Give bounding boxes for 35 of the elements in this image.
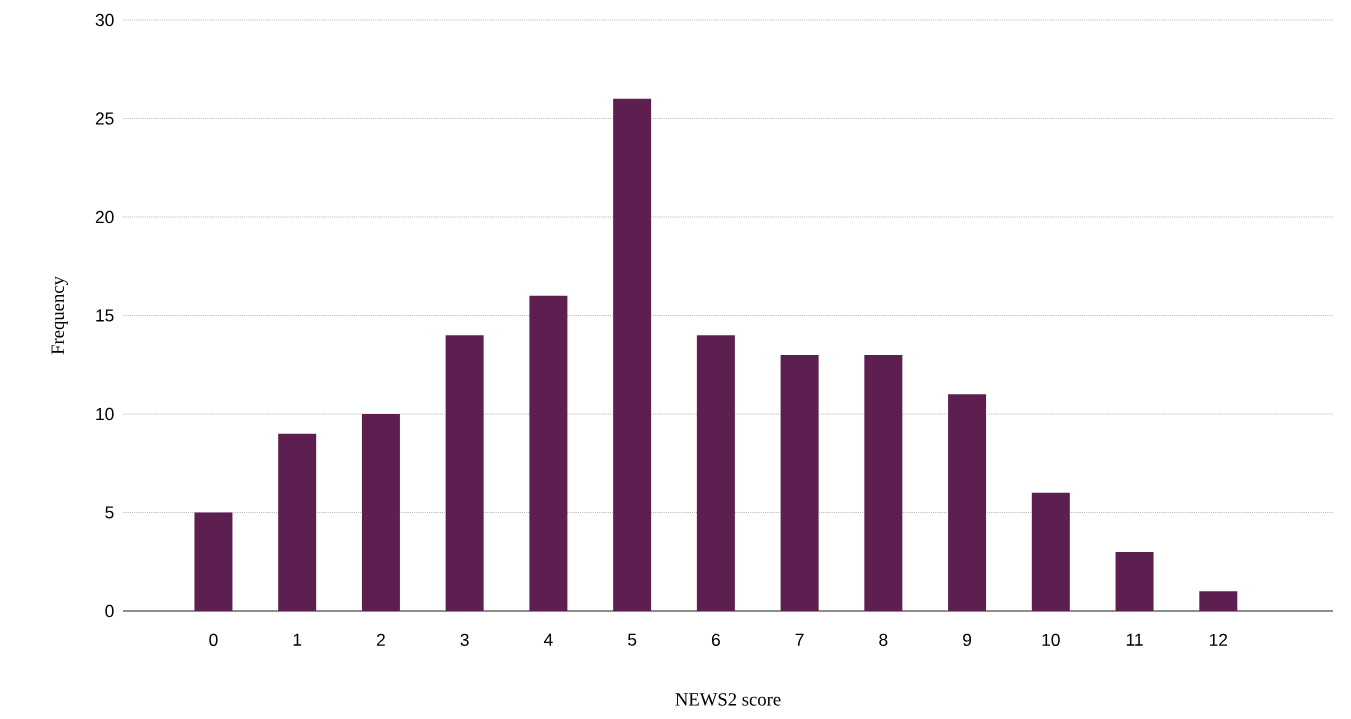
y-axis-title: Frequency — [51, 276, 68, 355]
x-tick-label: 6 — [711, 633, 720, 646]
bar — [1115, 551, 1154, 611]
y-tick-label: 5 — [105, 506, 114, 519]
bar — [780, 354, 819, 611]
y-tick-label: 15 — [96, 309, 114, 322]
x-tick-label: 3 — [460, 633, 469, 646]
y-tick-label: 0 — [105, 604, 114, 618]
bar — [1031, 492, 1070, 611]
y-tick-label: 20 — [95, 210, 114, 224]
bar — [194, 512, 233, 611]
y-tick-label: 25 — [95, 112, 114, 125]
x-tick-label: 10 — [1042, 633, 1060, 646]
x-tick-label: 7 — [795, 633, 804, 646]
x-tick-label: 8 — [879, 633, 888, 646]
bar — [278, 433, 317, 611]
x-tick-label: 9 — [963, 633, 972, 646]
x-tick-label: 1 — [293, 633, 302, 646]
x-tick-label: 2 — [376, 633, 385, 646]
bar — [948, 394, 987, 611]
bar — [696, 335, 735, 611]
bar — [445, 335, 484, 611]
bar — [1199, 591, 1238, 611]
x-axis-title: NEWS2 score — [675, 693, 781, 706]
y-tick-label: 30 — [95, 13, 114, 27]
y-tick-label: 10 — [96, 407, 114, 421]
x-tick-label: 0 — [209, 633, 218, 646]
bar — [864, 354, 903, 611]
bar — [613, 98, 652, 611]
x-tick-label: 11 — [1126, 633, 1143, 646]
x-tick-label: 4 — [543, 633, 553, 646]
x-tick-label: 5 — [628, 633, 637, 646]
bar — [529, 295, 568, 611]
bar — [361, 414, 400, 611]
x-tick-label: 12 — [1209, 633, 1228, 646]
